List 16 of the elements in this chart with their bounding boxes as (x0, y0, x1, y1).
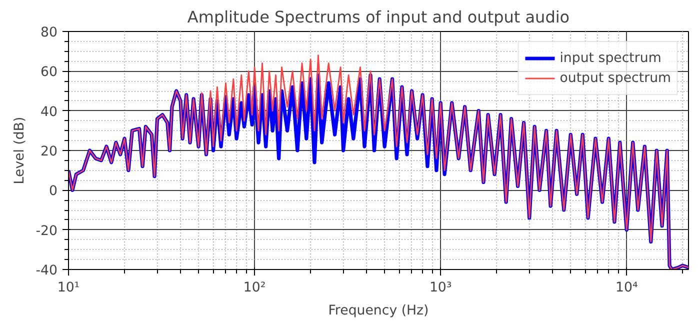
x-tick-label: 10¹ (57, 280, 80, 296)
y-tick-label: 80 (40, 26, 58, 40)
y-tick-label: -20 (36, 224, 58, 239)
y-axis-title: Level (dB) (12, 116, 28, 184)
y-tick-label: -40 (36, 264, 58, 278)
chart-title: Amplitude Spectrums of input and output audio (187, 8, 570, 26)
x-axis-title: Frequency (Hz) (328, 304, 429, 318)
x-tick-label: 10⁴ (616, 280, 638, 296)
y-tick-label: 20 (40, 144, 58, 160)
legend-label: output spectrum (560, 70, 671, 86)
x-tick-label: 10³ (429, 280, 452, 296)
legend-label: input spectrum (560, 50, 662, 66)
y-tick-label: 40 (40, 104, 58, 120)
y-tick-label: 0 (49, 184, 58, 200)
y-tick-label: 60 (40, 65, 58, 80)
x-tick-label: 10² (243, 280, 266, 296)
